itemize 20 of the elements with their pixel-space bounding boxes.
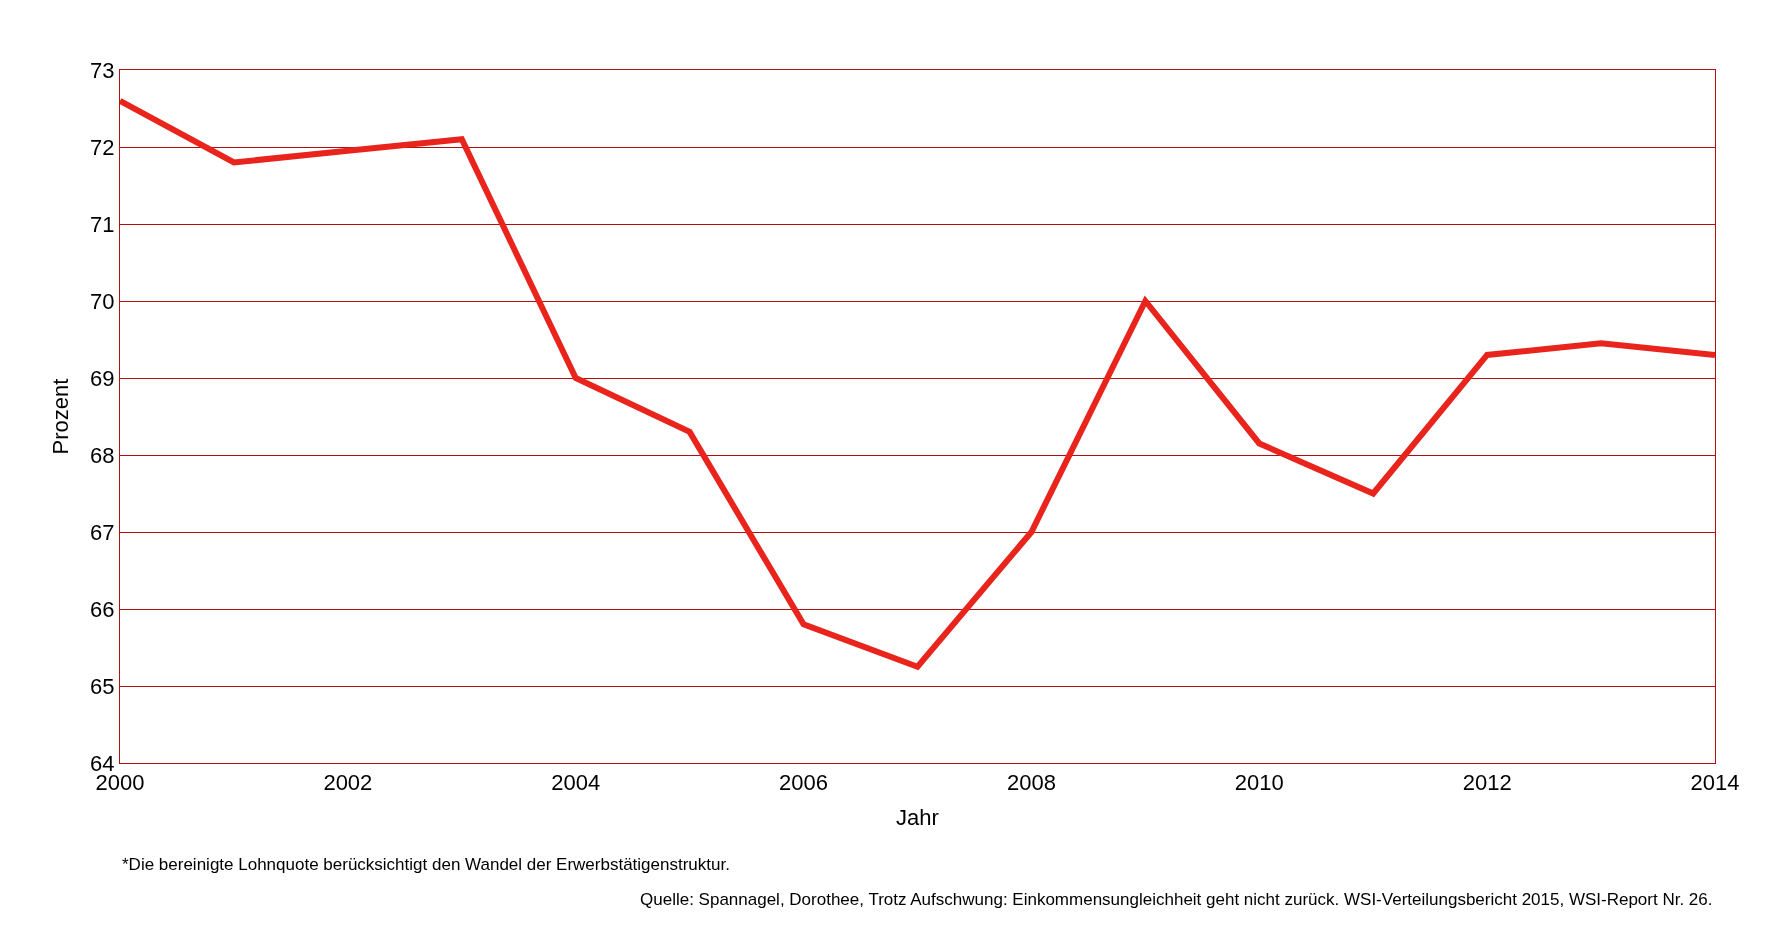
y-tick-label: 68 xyxy=(90,442,115,468)
x-axis-title: Jahr xyxy=(896,805,939,831)
x-tick-label: 2006 xyxy=(779,770,829,796)
y-tick-label: 66 xyxy=(90,596,115,622)
y-tick-label: 67 xyxy=(90,519,115,545)
source-note: Quelle: Spannagel, Dorothee, Trotz Aufschwung: Einkommensungleichheit geht nicht zurück. WSI-Verteilungsbericht 2015, WSI-Report Nr. 26. xyxy=(640,890,1713,909)
y-tick-label: 69 xyxy=(90,365,115,391)
x-tick-label: 2002 xyxy=(323,770,373,796)
x-tick-label: 2004 xyxy=(551,770,601,796)
x-tick-label: 2012 xyxy=(1462,770,1512,796)
x-tick-label: 2010 xyxy=(1234,770,1284,796)
y-tick-label: 72 xyxy=(90,134,115,160)
y-tick-label: 65 xyxy=(90,673,115,699)
y-axis-title: Prozent xyxy=(47,378,73,455)
y-tick-label: 71 xyxy=(90,211,115,237)
x-tick-label: 2014 xyxy=(1690,770,1740,796)
y-tick-label: 73 xyxy=(90,57,115,83)
x-tick-label: 2008 xyxy=(1006,770,1056,796)
text: *Die bereinigte Lohnquote berücksichtigt den Wandel der Erwerbstätigenstruktur. xyxy=(122,855,730,874)
y-tick-label: 70 xyxy=(90,288,115,314)
